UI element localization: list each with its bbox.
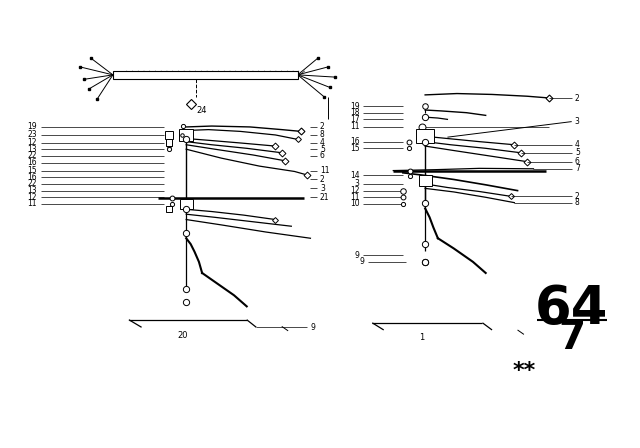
- Text: 10: 10: [350, 199, 360, 208]
- Text: 22: 22: [28, 151, 37, 160]
- Text: 16: 16: [350, 137, 360, 146]
- Bar: [113, 71, 298, 79]
- Text: 17: 17: [350, 115, 360, 124]
- Text: 7: 7: [558, 319, 585, 357]
- Bar: [419, 175, 431, 186]
- Text: 11: 11: [350, 122, 360, 131]
- Text: 12: 12: [28, 138, 37, 147]
- Text: 5: 5: [575, 148, 580, 157]
- Text: 16: 16: [28, 173, 37, 182]
- Text: 16: 16: [28, 158, 37, 167]
- Text: 3: 3: [355, 180, 360, 189]
- Text: 11: 11: [350, 193, 360, 202]
- Text: 18: 18: [350, 108, 360, 117]
- Bar: [166, 206, 172, 212]
- Text: 4: 4: [575, 140, 580, 149]
- Text: 3: 3: [320, 184, 325, 193]
- Text: 12: 12: [28, 193, 37, 202]
- Text: 1: 1: [419, 333, 424, 342]
- Text: 23: 23: [28, 130, 37, 139]
- Text: 6: 6: [320, 151, 325, 160]
- Text: 19: 19: [28, 122, 37, 131]
- Text: 4: 4: [320, 138, 325, 147]
- Bar: [166, 139, 172, 146]
- Text: 2: 2: [575, 94, 580, 103]
- Text: 24: 24: [197, 106, 207, 115]
- Text: **: **: [512, 361, 536, 381]
- Text: 11: 11: [320, 166, 330, 175]
- Text: 9: 9: [355, 251, 360, 260]
- Bar: [165, 131, 173, 138]
- Text: 9: 9: [360, 257, 365, 267]
- Text: 2: 2: [575, 192, 580, 201]
- Text: 15: 15: [28, 166, 37, 175]
- Text: 64: 64: [535, 283, 609, 335]
- Text: 2: 2: [320, 122, 324, 131]
- Text: 13: 13: [28, 186, 37, 195]
- Text: 2: 2: [320, 175, 324, 184]
- Text: 9: 9: [310, 323, 316, 332]
- Text: 14: 14: [350, 171, 360, 180]
- Text: 12: 12: [350, 186, 360, 195]
- Text: 8: 8: [320, 130, 324, 139]
- Text: 8: 8: [575, 198, 580, 207]
- Text: 13: 13: [28, 145, 37, 154]
- Text: 22: 22: [28, 180, 37, 189]
- Text: 3: 3: [575, 117, 580, 126]
- Text: 15: 15: [350, 144, 360, 153]
- Text: 6: 6: [575, 157, 580, 166]
- Bar: [180, 198, 193, 209]
- Bar: [416, 129, 434, 143]
- Text: 7: 7: [575, 164, 580, 173]
- Text: 19: 19: [350, 102, 360, 111]
- Text: 21: 21: [320, 193, 330, 202]
- Text: 11: 11: [28, 199, 37, 208]
- Text: 5: 5: [320, 145, 325, 154]
- Text: 20: 20: [178, 331, 188, 340]
- Bar: [179, 129, 193, 141]
